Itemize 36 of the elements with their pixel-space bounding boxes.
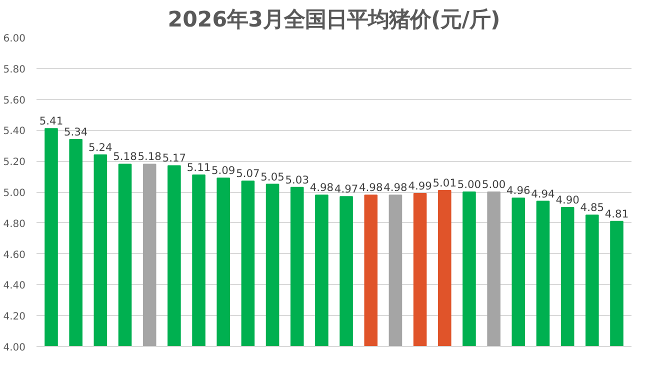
y-tick-label: 5.60 — [3, 95, 26, 106]
y-tick-label: 4.20 — [3, 312, 26, 323]
data-label: 5.07 — [236, 167, 260, 180]
chart-title: 2026年3月全国日平均猪价(元/斤) — [168, 8, 500, 32]
data-label: 4.99 — [408, 180, 432, 193]
data-label: 5.03 — [285, 173, 309, 186]
data-label: 4.85 — [580, 201, 604, 214]
data-label: 5.11 — [186, 161, 211, 174]
y-tick-label: 5.20 — [3, 157, 26, 168]
y-tick-label: 5.80 — [3, 64, 26, 76]
y-tick-label: 5.00 — [3, 188, 26, 199]
data-label: 5.05 — [260, 170, 284, 184]
data-label: 4.98 — [310, 181, 334, 194]
y-tick-label: 4.00 — [3, 342, 26, 354]
y-tick-label: 6.00 — [3, 34, 26, 44]
y-tick-label: 4.60 — [3, 250, 26, 261]
y-tick-label: 5.40 — [3, 126, 26, 138]
data-label: 5.18 — [113, 150, 138, 164]
data-label: 5.01 — [432, 176, 457, 190]
data-label: 5.00 — [457, 178, 482, 191]
data-label: 5.24 — [88, 140, 113, 154]
data-label: 4.96 — [506, 184, 530, 198]
data-label: 5.17 — [162, 152, 186, 165]
data-label: 5.34 — [64, 125, 88, 138]
data-label: 4.90 — [556, 193, 580, 206]
data-label: 5.09 — [211, 164, 236, 178]
y-tick-label: 4.80 — [3, 218, 26, 230]
y-tick-label: 4.40 — [3, 280, 26, 292]
data-label: 4.98 — [359, 181, 383, 194]
data-label: 4.94 — [531, 187, 556, 200]
data-label: 4.98 — [384, 181, 408, 194]
data-label: 4.97 — [334, 182, 358, 196]
data-label: 5.00 — [482, 178, 506, 191]
data-label: 4.81 — [604, 207, 629, 220]
data-label: 5.18 — [138, 150, 162, 164]
data-label: 5.41 — [39, 114, 64, 128]
